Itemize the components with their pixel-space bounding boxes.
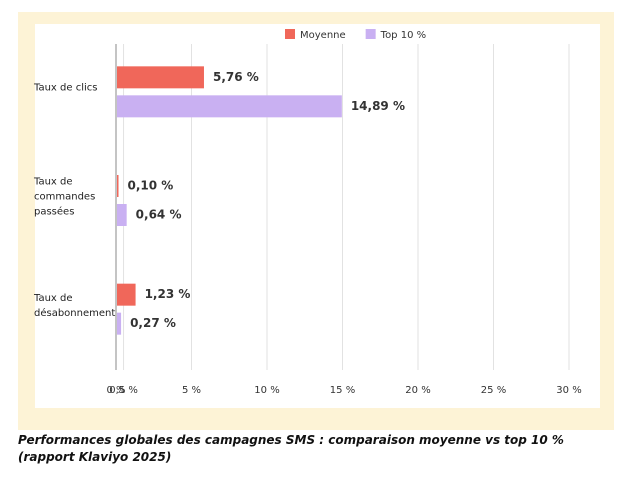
chart: 0 %0,5 % 5 % 10 % 15 % 20 % 25 % 30 % Moyenne To…	[106, 29, 582, 396]
legend-swatch	[365, 29, 376, 39]
x-tick-label: 15 %	[330, 385, 355, 396]
caption: Performances globales des campagnes SMS …	[18, 433, 564, 464]
value-label: 1,23 %	[145, 287, 191, 301]
x-tick-label: 0,5 %	[109, 385, 138, 396]
value-label: 14,89 %	[351, 99, 405, 113]
y-tick-label: Taux de désabonnement	[34, 292, 116, 319]
value-label: 5,76 %	[213, 70, 259, 84]
bar	[117, 312, 122, 335]
y-tick-label: Taux de clics	[34, 82, 98, 94]
bar	[117, 204, 127, 226]
x-tick-label: 5 %	[182, 385, 201, 396]
legend-swatch	[285, 29, 295, 39]
bar	[117, 95, 342, 118]
x-tick-label: 10 %	[254, 385, 279, 396]
legend-label: Moyenne	[300, 30, 346, 41]
legend-label: Top 10 %	[380, 30, 426, 41]
value-label: 0,27 %	[130, 316, 176, 330]
x-tick-label: 0 %	[106, 385, 125, 396]
x-tick-label: 25 %	[481, 385, 506, 396]
x-tick-label: 30 %	[556, 385, 581, 396]
x-tick-label: 20 %	[405, 385, 430, 396]
bar	[117, 283, 136, 306]
bar	[117, 175, 119, 197]
value-label: 0,10 %	[128, 179, 174, 193]
value-label: 0,64 %	[136, 208, 182, 222]
bar	[117, 66, 204, 89]
y-tick-label: Taux de commandes passées	[34, 176, 96, 218]
